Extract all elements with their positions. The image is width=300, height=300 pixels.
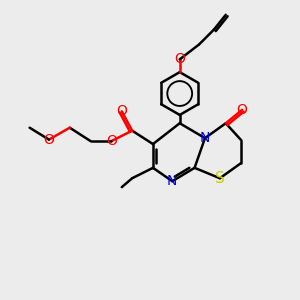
Text: O: O [174,52,185,66]
Text: N: N [167,174,178,188]
Text: N: N [200,131,210,145]
Text: O: O [44,133,54,147]
Text: O: O [237,103,248,117]
Text: O: O [116,104,127,118]
Text: S: S [215,171,225,186]
Text: O: O [106,134,117,148]
